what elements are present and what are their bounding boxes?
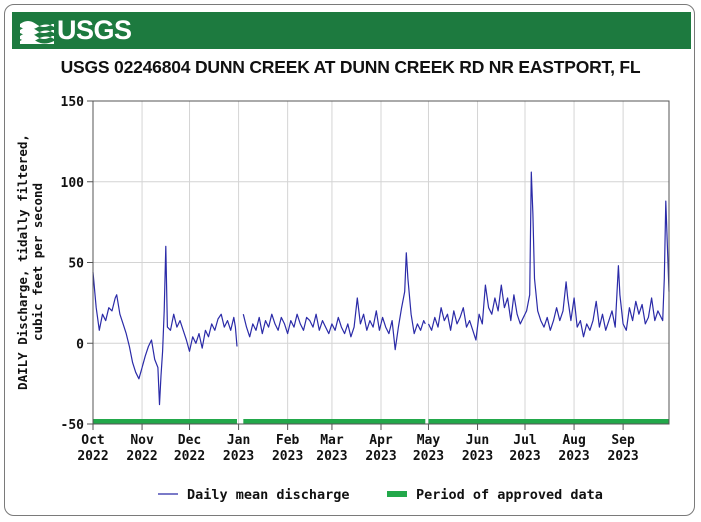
x-tick-month-label: Jun [466,433,489,448]
discharge-series-line [427,171,670,341]
approved-period-bar [93,419,237,424]
chart-frame [4,4,695,516]
approved-data-bars [93,419,669,424]
x-tick-year-label: 2023 [316,449,347,464]
x-tick-month-label: Sep [611,433,635,448]
x-tick-month-label: Apr [369,433,393,448]
legend-label-discharge: Daily mean discharge [187,487,350,503]
x-tick-month-label: Feb [276,433,300,448]
legend: Daily mean discharge Period of approved d… [158,487,603,503]
x-tick-year-label: 2023 [509,449,540,464]
x-tick-month-label: Nov [130,433,154,448]
approved-period-bar [243,419,426,424]
usgs-logo[interactable]: USGS [20,15,132,46]
x-tick-year-label: 2022 [77,449,108,464]
x-tick-month-label: May [417,433,441,448]
discharge-series-line [242,252,426,351]
x-tick-month-label: Jan [227,433,250,448]
legend-label-approved: Period of approved data [416,487,603,503]
x-tick-month-label: Dec [178,433,201,448]
chart-title: USGS 02246804 DUNN CREEK AT DUNN CREEK R… [60,57,641,77]
discharge-series-line [92,245,238,406]
y-axis-label: DAILY Discharge, tidally filtered, cubic … [15,134,45,390]
grid-layer [92,100,669,425]
x-tick-month-label: Jul [513,433,536,448]
x-tick-month-label: Oct [81,433,104,448]
legend-bar-swatch [387,491,407,497]
x-tick-month-label: Mar [320,433,344,448]
y-tick-label: 100 [61,176,85,191]
usgs-logo-text: USGS [57,15,132,45]
x-axis: Oct2022Nov2022Dec2022Jan2023Feb2023Mar20… [77,424,639,464]
y-tick-label: -50 [61,418,85,433]
y-label-group: DAILY Discharge, tidally filtered, cubic … [15,134,45,390]
usgs-banner: USGS [12,12,691,49]
approved-period-bar [428,419,669,424]
y-label-line: cubic feet per second [30,183,45,341]
x-tick-year-label: 2023 [413,449,444,464]
x-tick-year-label: 2023 [462,449,493,464]
y-label-line: DAILY Discharge, tidally filtered, [15,134,30,390]
y-tick-label: 0 [76,337,84,352]
x-tick-year-label: 2023 [365,449,396,464]
x-tick-year-label: 2023 [272,449,303,464]
y-tick-label: 50 [68,257,84,272]
series-layer [92,171,670,406]
y-axis: -50 0 50 100 150 [61,95,93,433]
x-tick-year-label: 2022 [174,449,205,464]
x-tick-year-label: 2022 [126,449,157,464]
y-tick-label: 150 [61,95,85,110]
x-tick-year-label: 2023 [223,449,254,464]
x-tick-year-label: 2023 [558,449,589,464]
x-tick-year-label: 2023 [607,449,638,464]
x-tick-month-label: Aug [562,433,585,448]
usgs-wave-icon [20,20,54,44]
